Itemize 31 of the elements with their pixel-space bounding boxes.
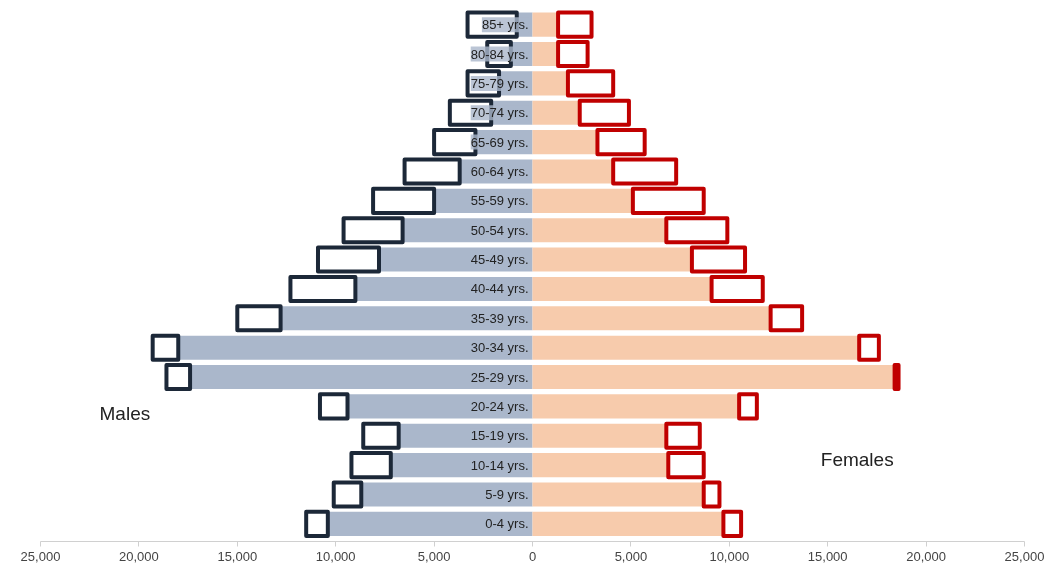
y-tick-label: 15-19 yrs.	[470, 428, 529, 444]
x-tick-label: 5,000	[614, 548, 648, 564]
x-tick-label: 10,000	[315, 548, 356, 564]
x-tick-label: 15,000	[807, 548, 848, 564]
x-tick-label: 0	[528, 548, 537, 564]
y-tick-label: 35-39 yrs.	[470, 310, 529, 326]
x-tick-label: 5,000	[417, 548, 451, 564]
x-tick-label: 25,000	[20, 548, 61, 564]
y-tick-label: 50-54 yrs.	[470, 222, 529, 238]
x-tick-label: 20,000	[906, 548, 946, 564]
x-tick-label: 20,000	[119, 548, 159, 564]
y-tick-label: 75-79 yrs.	[470, 75, 529, 91]
y-tick-label: 55-59 yrs.	[470, 193, 529, 209]
x-tick-label: 10,000	[709, 548, 750, 564]
x-tick-label: 25,000	[1004, 548, 1045, 564]
annotation: Females	[820, 448, 894, 470]
y-tick-label: 10-14 yrs.	[470, 457, 529, 473]
y-tick-label: 20-24 yrs.	[470, 398, 529, 414]
y-tick-label: 80-84 yrs.	[470, 46, 529, 62]
annotation: Males	[99, 403, 151, 425]
x-tick-label: 15,000	[217, 548, 258, 564]
y-tick-label: 25-29 yrs.	[470, 369, 529, 385]
y-tick-label: 30-34 yrs.	[470, 340, 529, 356]
y-tick-label: 65-69 yrs.	[470, 134, 529, 150]
y-tick-label: 0-4 yrs.	[485, 516, 529, 532]
y-tick-label: 40-44 yrs.	[470, 281, 529, 297]
y-tick-label: 60-64 yrs.	[470, 163, 529, 179]
y-tick-label: 85+ yrs.	[481, 17, 529, 33]
y-tick-label: 70-74 yrs.	[470, 105, 529, 121]
y-tick-label: 5-9 yrs.	[485, 487, 529, 503]
y-tick-label: 45-49 yrs.	[470, 252, 529, 268]
